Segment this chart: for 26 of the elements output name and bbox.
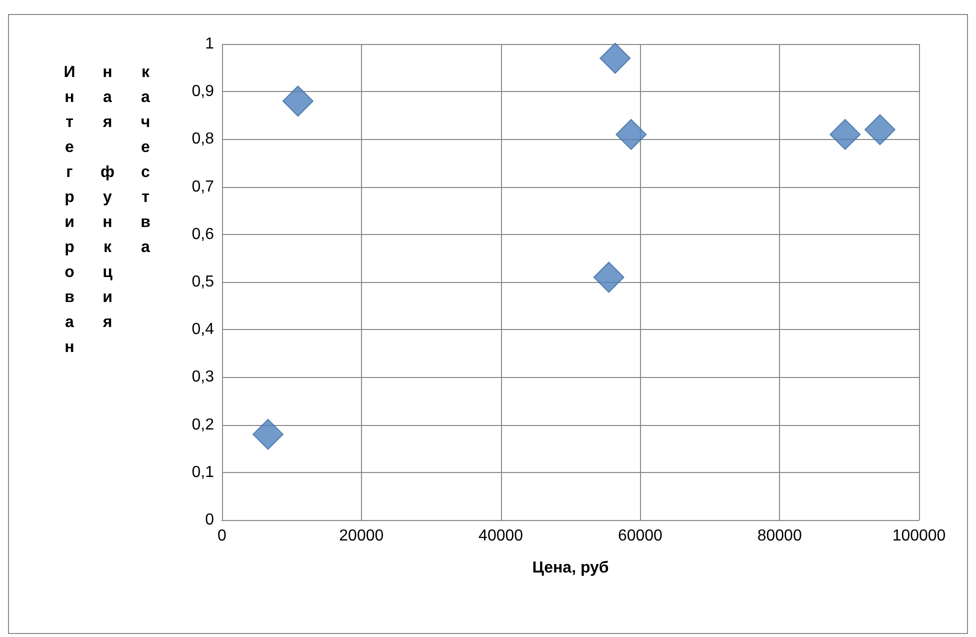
point: [252, 418, 284, 450]
y-tick-label: 0,7: [192, 178, 214, 196]
y-tick-label: 0,8: [192, 130, 214, 148]
x-tick-label: 100000: [892, 528, 946, 544]
y-tick-label: 0,1: [192, 464, 214, 481]
x-tick-label: 0: [218, 528, 227, 544]
point: [600, 42, 631, 74]
point: [616, 118, 647, 150]
y-tick-label: 0,3: [192, 368, 214, 386]
point: [830, 118, 861, 150]
point: [864, 114, 896, 146]
y-tick-label: 0: [205, 512, 214, 528]
x-tick-label: 80000: [757, 528, 802, 544]
x-tick-label: 60000: [618, 528, 663, 544]
y-tick-label: 0,5: [192, 274, 214, 290]
y-tick-label: 0,9: [192, 83, 214, 100]
y-tick-label: 1: [205, 36, 214, 52]
point: [593, 262, 624, 293]
x-axis-title: Цена, руб: [532, 560, 609, 576]
y-tick-label: 0,4: [192, 321, 214, 338]
x-tick-label: 40000: [478, 528, 524, 544]
point: [282, 86, 314, 117]
x-tick-label: 20000: [339, 528, 384, 544]
y-tick-label: 0,6: [192, 226, 214, 243]
y-tick-label: 0,2: [192, 416, 214, 434]
text: Интегрированная функция качества: [61, 64, 154, 364]
